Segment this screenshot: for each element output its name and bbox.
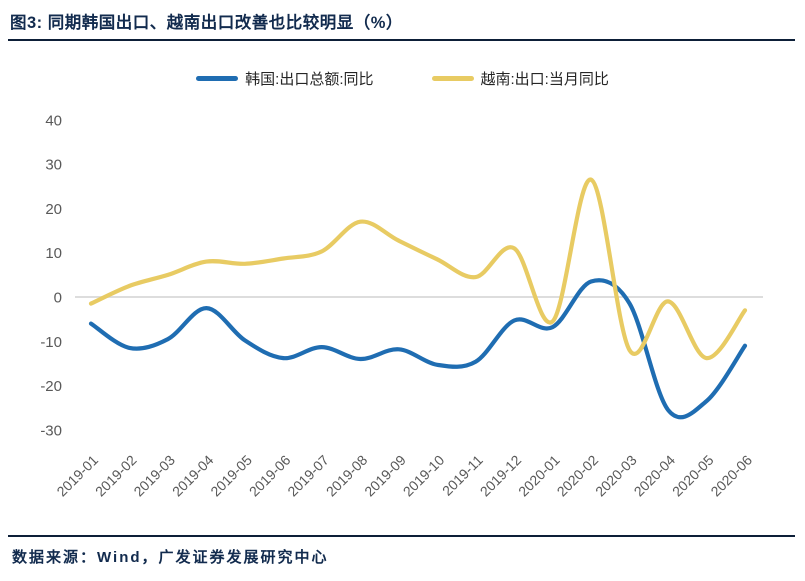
y-axis-tick-label: -30 xyxy=(40,422,62,439)
x-axis-tick-label: 2020-06 xyxy=(707,452,755,500)
x-axis-tick-label: 2019-10 xyxy=(400,452,448,500)
y-axis-tick-label: 20 xyxy=(45,201,62,218)
x-axis-tick-label: 2019-04 xyxy=(169,452,217,500)
x-axis-tick-label: 2019-06 xyxy=(246,452,294,500)
y-axis-tick-label: -20 xyxy=(40,378,62,395)
x-axis-tick-label: 2019-01 xyxy=(53,452,101,500)
title-divider xyxy=(8,39,795,41)
data-source: 数据来源：Wind，广发证券发展研究中心 xyxy=(12,549,329,566)
legend-item-korea: 韩国:出口总额:同比 xyxy=(196,68,374,89)
x-axis-tick-label: 2019-12 xyxy=(477,452,525,500)
x-axis-tick-label: 2020-03 xyxy=(592,452,640,500)
x-axis-tick-label: 2019-08 xyxy=(323,452,371,500)
series-line-vietnam xyxy=(88,177,748,361)
x-axis-tick-label: 2019-07 xyxy=(284,452,332,500)
x-axis-tick-label: 2020-02 xyxy=(554,452,602,500)
legend-label-korea: 韩国:出口总额:同比 xyxy=(245,70,374,88)
y-axis-tick-label: 30 xyxy=(45,157,62,174)
chart-legend: 韩国:出口总额:同比 越南:出口:当月同比 xyxy=(0,66,805,90)
x-axis-tick-label: 2019-02 xyxy=(92,452,140,500)
x-axis-tick-label: 2019-05 xyxy=(207,452,255,500)
series-line-korea xyxy=(88,278,748,420)
y-axis-tick-label: 10 xyxy=(45,245,62,262)
korea-line-swatch xyxy=(196,75,239,81)
figure-title: 图3: 同期韩国出口、越南出口改善也比较明显（%） xyxy=(10,14,403,32)
x-axis-tick-label: 2019-03 xyxy=(130,452,178,500)
x-axis-tick-label: 2020-04 xyxy=(631,452,679,500)
x-axis-tick-label: 2020-05 xyxy=(669,452,717,500)
footer-divider xyxy=(8,535,795,537)
legend-label-vietnam: 越南:出口:当月同比 xyxy=(480,70,609,88)
y-axis-tick-label: 40 xyxy=(45,112,62,129)
legend-item-vietnam: 越南:出口:当月同比 xyxy=(431,68,609,89)
x-axis-tick-label: 2020-01 xyxy=(515,452,563,500)
vietnam-line-swatch xyxy=(431,75,474,81)
x-axis-tick-label: 2019-09 xyxy=(361,452,409,500)
y-axis-tick-label: 0 xyxy=(54,290,62,307)
y-axis-tick-label: -10 xyxy=(40,334,62,351)
